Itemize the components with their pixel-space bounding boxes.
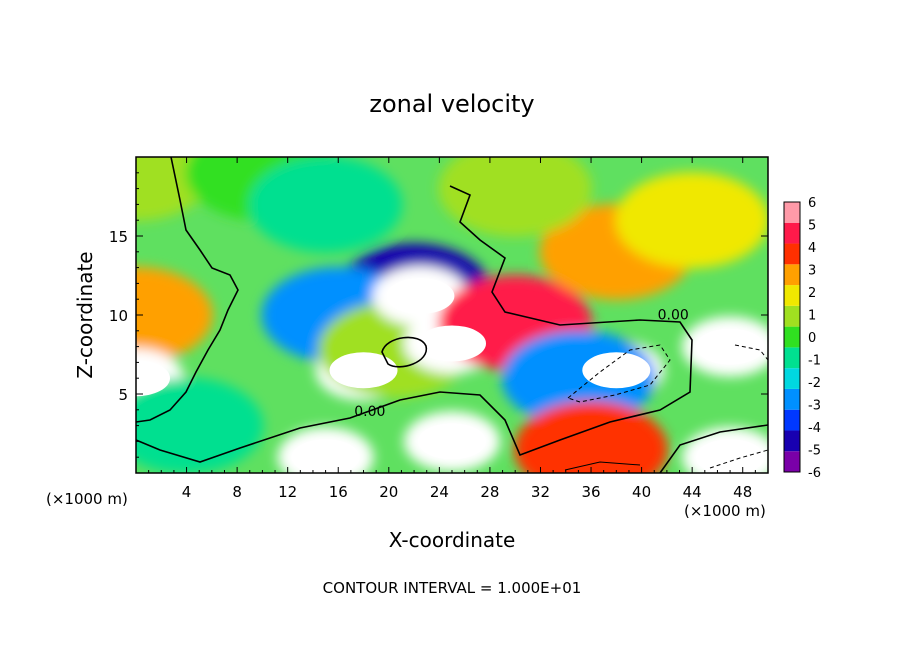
saturated-core xyxy=(386,278,455,315)
colorbar-tick-label: 1 xyxy=(808,309,816,324)
colorbar-tick-label: -5 xyxy=(808,444,821,459)
colorbar: 6 5 4 3 2 1 0 -1 -2 -3 -4 -5 -6 xyxy=(783,196,821,481)
x-tick-label: 32 xyxy=(531,483,550,501)
saturated-core xyxy=(582,352,651,389)
x-tick-label: 44 xyxy=(683,483,702,501)
saturated-core xyxy=(696,439,765,473)
zero-contour-bottom xyxy=(659,424,768,473)
x-tick-label: 48 xyxy=(733,483,752,501)
y-axis-label: Z-coordinate xyxy=(73,251,97,378)
field-feature xyxy=(438,157,592,237)
colorbar-swatch xyxy=(784,305,800,327)
y-tick-label: 5 xyxy=(118,386,128,404)
colorbar-tick-label: -6 xyxy=(808,466,821,481)
colorbar-tick-label: 3 xyxy=(808,264,816,279)
x-unit-label-left: (×1000 m) xyxy=(46,490,128,508)
colorbar-tick-label: -1 xyxy=(808,354,821,369)
saturated-core xyxy=(291,439,360,473)
x-tick-label: 16 xyxy=(329,483,348,501)
colorbar-swatch xyxy=(784,243,800,265)
colorbar-tick-label: 6 xyxy=(808,196,816,211)
colorbar-tick-label: -4 xyxy=(808,421,821,436)
colorbar-tick-label: 4 xyxy=(808,241,816,256)
saturated-core xyxy=(418,423,486,460)
x-tick-label: 28 xyxy=(480,483,499,501)
colorbar-swatch xyxy=(784,409,800,431)
y-tick-label: 10 xyxy=(109,307,128,325)
negative-contour-dashed xyxy=(566,344,671,403)
x-tick-label: 12 xyxy=(278,483,297,501)
contour-interval-note: CONTOUR INTERVAL = 1.000E+01 xyxy=(323,579,582,597)
colorbar-swatch xyxy=(784,430,800,452)
colorbar-swatch xyxy=(784,264,800,286)
x-tick-label: 8 xyxy=(232,483,242,501)
contour-lines xyxy=(136,157,768,473)
zero-contour-small-loop xyxy=(381,336,427,368)
field-feature xyxy=(136,267,213,363)
x-tick-label: 20 xyxy=(379,483,398,501)
negative-contour-dashed-bottom xyxy=(709,449,768,469)
zero-contour-left xyxy=(136,157,239,423)
colorbar-swatch xyxy=(784,202,800,223)
colorbar-tick-label: -3 xyxy=(808,399,821,414)
y-tick-label: 15 xyxy=(109,228,128,246)
saturated-core xyxy=(696,328,765,365)
x-tick-label: 36 xyxy=(581,483,600,501)
saturated-core xyxy=(329,352,398,389)
colorbar-swatch xyxy=(784,388,800,410)
negative-contour-dashed-right xyxy=(734,344,768,361)
field-feature xyxy=(136,377,264,473)
colorbar-swatch xyxy=(784,285,800,306)
x-tick-label: 4 xyxy=(182,483,192,501)
x-axis-label: X-coordinate xyxy=(389,528,516,552)
contour-label: 0.00 xyxy=(354,404,385,420)
x-tick-label: 24 xyxy=(430,483,449,501)
field-feature xyxy=(514,401,668,473)
zero-contour-lower xyxy=(136,185,693,463)
colorbar-tick-label: -2 xyxy=(808,376,821,391)
x-tick-label: 40 xyxy=(632,483,651,501)
contour-label: 0.00 xyxy=(658,308,689,324)
field-feature xyxy=(615,172,768,269)
colorbar-swatch xyxy=(784,222,800,244)
colorbar-tick-label: 2 xyxy=(808,286,816,301)
colorbar-swatch xyxy=(784,368,800,389)
chart-title: zonal velocity xyxy=(369,90,534,118)
saturated-core xyxy=(418,325,486,362)
colorbar-frame xyxy=(783,201,801,473)
colorbar-swatch xyxy=(784,326,800,348)
contour-labels: 0.00 0.00 xyxy=(354,308,689,420)
velocity-field xyxy=(136,157,768,473)
saturated-core xyxy=(136,360,170,397)
x-unit-label-right: (×1000 m) xyxy=(684,502,766,520)
colorbar-swatch xyxy=(784,347,800,369)
colorbar-tick-label: 0 xyxy=(808,331,816,346)
field-feature xyxy=(248,157,403,253)
colorbar-swatch xyxy=(784,451,800,472)
thin-contour-bottom xyxy=(564,461,641,471)
colorbar-tick-label: 5 xyxy=(808,219,816,234)
